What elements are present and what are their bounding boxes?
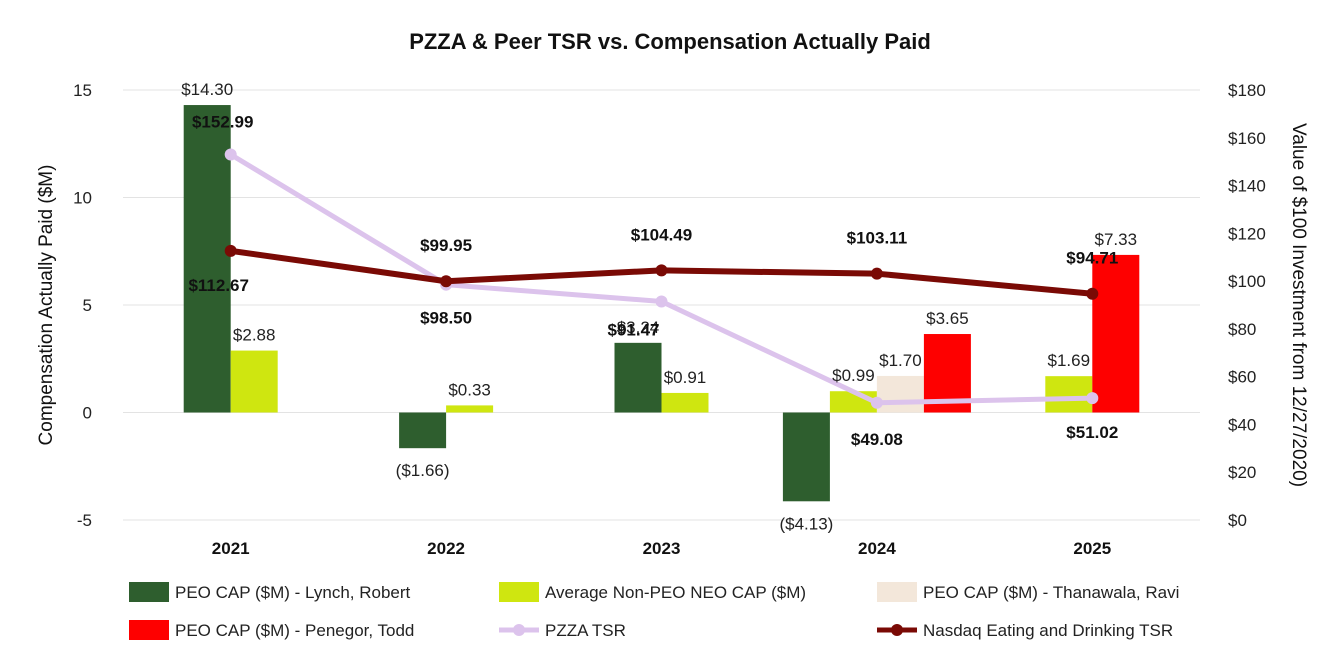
bar xyxy=(782,412,830,502)
line-data-label: $99.95 xyxy=(420,236,472,255)
line-point xyxy=(224,244,237,257)
legend-label: Average Non-PEO NEO CAP ($M) xyxy=(545,583,806,602)
legend-marker xyxy=(513,624,525,636)
legend-swatch xyxy=(877,582,917,602)
y2-tick-label: $180 xyxy=(1228,81,1266,100)
bar xyxy=(1045,376,1093,413)
line-data-label: $104.49 xyxy=(631,225,692,244)
legend-label: PEO CAP ($M) - Thanawala, Ravi xyxy=(923,583,1179,602)
bar xyxy=(661,392,709,413)
bar xyxy=(614,342,662,413)
legend-label: PZZA TSR xyxy=(545,621,626,640)
y2-tick-label: $80 xyxy=(1228,320,1256,339)
legend-swatch xyxy=(129,620,169,640)
chart-title: PZZA & Peer TSR vs. Compensation Actuall… xyxy=(409,29,931,54)
bar-data-label: $7.33 xyxy=(1095,230,1138,249)
legend-item: PEO CAP ($M) - Lynch, Robert xyxy=(129,582,411,602)
line-point xyxy=(1086,392,1099,405)
legend: PEO CAP ($M) - Lynch, Robert Average Non-… xyxy=(129,582,1179,640)
line-point xyxy=(870,396,883,409)
x-tick-label: 2021 xyxy=(212,539,250,558)
bar-data-label: $3.65 xyxy=(926,309,969,328)
legend-marker xyxy=(891,624,903,636)
x-tick-label: 2024 xyxy=(858,539,896,558)
bar-data-label: $14.30 xyxy=(181,80,233,99)
bar xyxy=(876,375,924,413)
y-tick-label: 10 xyxy=(73,189,92,208)
bar xyxy=(1092,254,1140,413)
bar-data-label: $0.33 xyxy=(448,380,491,399)
line-data-label: $152.99 xyxy=(192,113,253,132)
bar-data-label: ($1.66) xyxy=(396,461,450,480)
y-tick-label: 5 xyxy=(83,296,92,315)
bar-data-label: ($4.13) xyxy=(779,514,833,533)
bar xyxy=(183,105,231,413)
legend-item: PEO CAP ($M) - Thanawala, Ravi xyxy=(877,582,1179,602)
x-tick-label: 2025 xyxy=(1073,539,1111,558)
bar-data-label: $1.69 xyxy=(1048,351,1091,370)
line-point xyxy=(655,264,668,277)
legend-label: PEO CAP ($M) - Penegor, Todd xyxy=(175,621,414,640)
bar-data-label: $2.88 xyxy=(233,326,276,345)
line-data-label: $51.02 xyxy=(1066,423,1118,442)
bar xyxy=(399,412,447,449)
y2-tick-label: $100 xyxy=(1228,272,1266,291)
legend-item: PZZA TSR xyxy=(499,621,626,640)
bar-data-label: $1.70 xyxy=(879,351,922,370)
y-tick-label: 0 xyxy=(83,404,92,423)
legend-label: PEO CAP ($M) - Lynch, Robert xyxy=(175,583,411,602)
y-tick-label: -5 xyxy=(77,511,92,530)
bar xyxy=(230,350,278,413)
y-tick-label: 15 xyxy=(73,81,92,100)
line-series xyxy=(224,148,1099,409)
y2-tick-label: $0 xyxy=(1228,511,1247,530)
legend-swatch xyxy=(499,582,539,602)
line-point xyxy=(870,267,883,280)
y-axis-title: Compensation Actually Paid ($M) xyxy=(36,165,57,446)
line-data-label: $103.11 xyxy=(847,229,908,248)
y2-tick-label: $20 xyxy=(1228,463,1256,482)
x-tick-label: 2023 xyxy=(643,539,681,558)
bar-data-label: $0.99 xyxy=(832,366,875,385)
bar-data-label: $0.91 xyxy=(664,368,707,387)
legend-label: Nasdaq Eating and Drinking TSR xyxy=(923,621,1173,640)
y2-tick-label: $160 xyxy=(1228,129,1266,148)
data-labels: $14.30 $2.88 ($1.66) $0.33 $3.24 $0.91 ($4.13)… xyxy=(181,80,1137,533)
line-point xyxy=(440,275,453,288)
line-data-label: $49.08 xyxy=(851,430,903,449)
y2-tick-label: $120 xyxy=(1228,224,1266,243)
legend-item: PEO CAP ($M) - Penegor, Todd xyxy=(129,620,414,640)
bar xyxy=(446,405,494,413)
y2-tick-label: $60 xyxy=(1228,368,1256,387)
line-data-label: $94.71 xyxy=(1066,249,1118,268)
line-data-label: $91.47 xyxy=(608,320,660,339)
line-point xyxy=(1086,287,1099,300)
y2-tick-label: $40 xyxy=(1228,415,1256,434)
line-point xyxy=(655,295,668,308)
line-data-label: $112.67 xyxy=(188,276,249,295)
legend-item: Average Non-PEO NEO CAP ($M) xyxy=(499,582,806,602)
legend-swatch xyxy=(129,582,169,602)
y2-tick-label: $140 xyxy=(1228,177,1266,196)
line-point xyxy=(224,148,237,161)
axes: -5 0 5 10 15 $0 $20 $40 $60 $80 $100 $120 $140 $160 $1… xyxy=(73,81,1266,558)
y2-axis-title: Value of $100 Investment from 12/27/2020… xyxy=(1288,123,1309,487)
legend-item: Nasdaq Eating and Drinking TSR xyxy=(877,621,1173,640)
x-tick-label: 2022 xyxy=(427,539,465,558)
line-data-label: $98.50 xyxy=(420,309,472,328)
bar-data-label: $3.24 xyxy=(617,318,660,337)
